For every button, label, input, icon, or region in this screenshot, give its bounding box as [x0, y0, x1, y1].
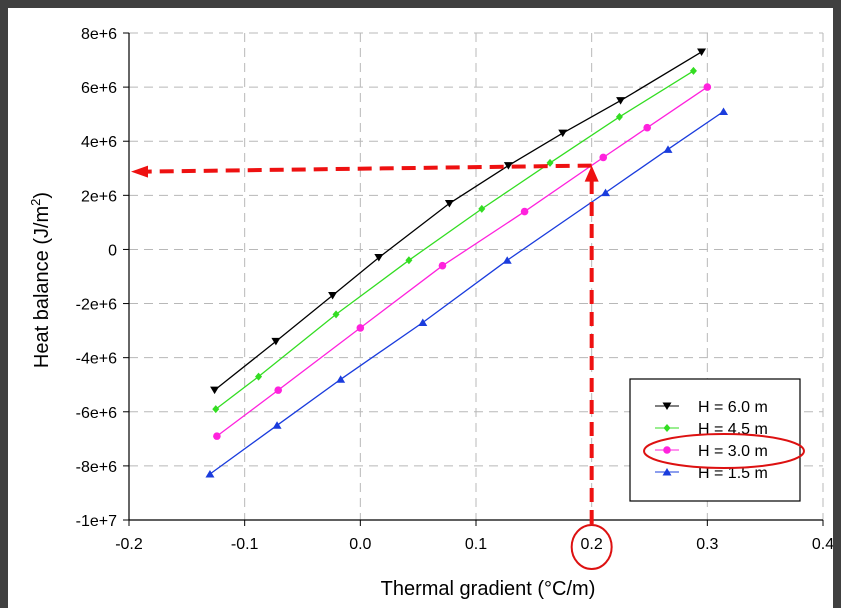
data-point [332, 310, 340, 319]
data-point [438, 261, 447, 270]
axes: -0.2 -0.1 0.0 0.1 0.2 0.3 0.4 -1e+7 -8e+6 -6e+6 -4… [76, 26, 833, 553]
annotation-group [131, 163, 613, 570]
data-point [503, 162, 513, 170]
data-point [662, 468, 672, 476]
data-point [213, 432, 221, 440]
legend-label: H = 6.0 m [698, 399, 768, 416]
data-point [703, 83, 712, 91]
legend-highlight-ellipse [643, 433, 805, 469]
y-tick-label: 8e+6 [81, 26, 117, 43]
data-point [272, 421, 282, 429]
x-tick-label: 0.3 [696, 536, 718, 553]
data-point [356, 324, 365, 332]
legend-label: H = 3.0 m [698, 443, 768, 460]
data-point [405, 256, 413, 265]
data-point [444, 199, 454, 208]
data-point [546, 158, 554, 167]
x-tick-label: -0.2 [115, 536, 143, 553]
data-point [336, 375, 346, 383]
axis-titles: Thermal gradient (°C/m) Heat balance (J/… [28, 192, 595, 600]
data-point [663, 424, 671, 432]
series-group [205, 48, 729, 478]
data-point [558, 129, 568, 138]
data-point [374, 254, 384, 262]
y-axis-title: Heat balance (J/m2) [28, 192, 53, 368]
data-point [205, 470, 215, 478]
data-point [599, 153, 608, 162]
y-tick-label: -4e+6 [76, 351, 117, 368]
data-point [271, 337, 281, 346]
x-axis-title: Thermal gradient (°C/m) [381, 578, 596, 600]
legend-label: H = 1.5 m [698, 465, 768, 482]
data-point [643, 123, 651, 132]
data-point [663, 145, 673, 153]
data-point [328, 291, 338, 300]
y-tick-label: 6e+6 [81, 80, 117, 97]
x-tick-label: -0.1 [231, 536, 259, 553]
chart-frame: -0.2 -0.1 0.0 0.1 0.2 0.3 0.4 -1e+7 -8e+6 -6e+6 -4… [8, 8, 833, 608]
data-point [502, 256, 512, 264]
data-point [615, 112, 623, 121]
horizontal-arrow-head [131, 165, 148, 178]
x-tick-label: 0.1 [465, 536, 487, 553]
data-point [689, 66, 697, 75]
data-point [662, 402, 672, 410]
y-tick-label: -1e+7 [76, 513, 117, 530]
data-point [255, 372, 263, 381]
y-tick-label: 2e+6 [81, 188, 117, 205]
data-point [601, 188, 611, 197]
y-axis-title-close: ) [31, 192, 53, 199]
data-point [520, 207, 529, 216]
data-point [274, 386, 283, 394]
series-line [215, 70, 694, 410]
vertical-arrow-head [584, 165, 599, 182]
legend: H = 6.0 mH = 4.5 mH = 3.0 mH = 1.5 m [629, 378, 805, 502]
x-tick-label: 0.0 [349, 536, 371, 553]
series-line [214, 51, 702, 391]
chart-svg: -0.2 -0.1 0.0 0.1 0.2 0.3 0.4 -1e+7 -8e+6 -6e+6 -4… [28, 26, 833, 600]
x-tick-highlight-circle [570, 524, 613, 570]
y-tick-label: 4e+6 [81, 134, 117, 151]
data-point [478, 204, 486, 213]
legend-box [629, 378, 801, 502]
data-point [663, 446, 671, 454]
data-point [719, 107, 729, 115]
data-point [616, 97, 626, 105]
series-line [209, 110, 724, 475]
data-point [210, 386, 220, 395]
y-tick-label: -8e+6 [76, 459, 117, 476]
data-point [418, 318, 428, 326]
data-point [697, 48, 707, 56]
series-line [216, 86, 708, 437]
y-tick-label: 0 [108, 242, 117, 259]
x-tick-label: 0.4 [812, 536, 833, 553]
horizontal-reference-arrow [147, 163, 592, 174]
x-tick-label: 0.2 [581, 536, 603, 553]
y-tick-label: -6e+6 [76, 405, 117, 422]
y-axis-title-main: Heat balance (J/m [31, 206, 53, 368]
y-axis-title-sup: 2 [28, 199, 43, 206]
data-point [212, 405, 220, 414]
y-tick-label: -2e+6 [76, 297, 117, 314]
